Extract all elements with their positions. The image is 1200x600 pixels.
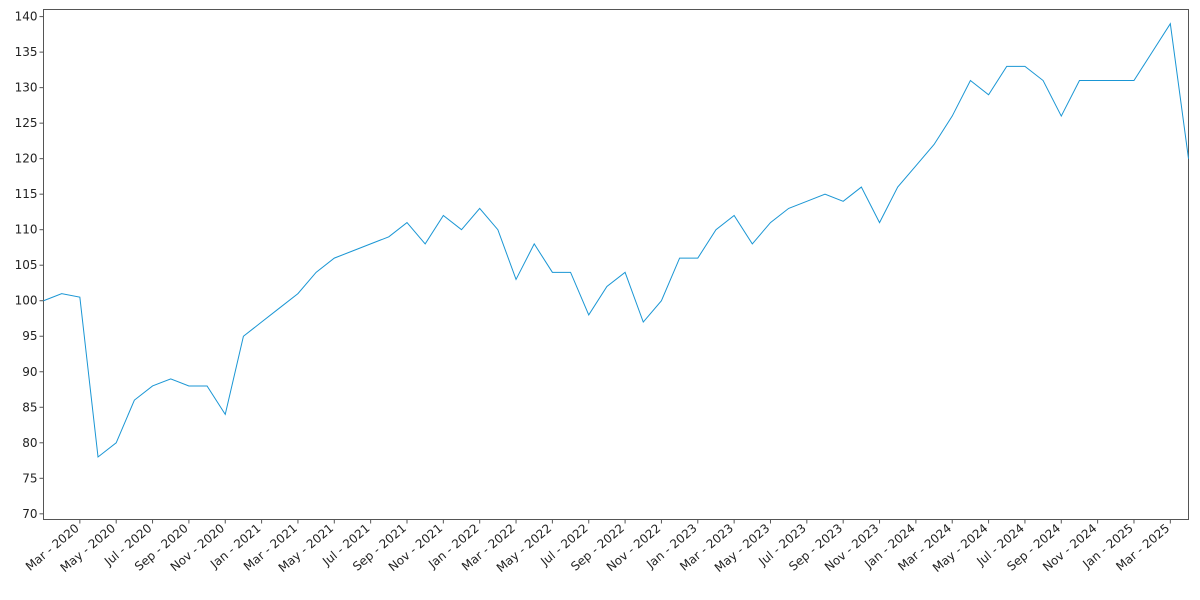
y-tick-label: 95 xyxy=(22,329,37,343)
plot-frame xyxy=(43,9,1189,520)
y-tick-label: 75 xyxy=(22,471,37,485)
y-tick-label: 120 xyxy=(15,152,38,166)
y-tick-label: 125 xyxy=(15,116,38,130)
y-tick-label: 85 xyxy=(22,400,37,414)
y-tick-label: 105 xyxy=(15,258,38,272)
y-tick-label: 115 xyxy=(15,187,38,201)
y-tick-label: 110 xyxy=(15,223,38,237)
line-series xyxy=(43,22,1189,458)
y-tick-label: 140 xyxy=(15,10,38,24)
y-tick-label: 80 xyxy=(22,436,37,450)
y-tick-label: 100 xyxy=(15,294,38,308)
y-tick-label: 90 xyxy=(22,365,37,379)
y-tick-label: 135 xyxy=(15,45,38,59)
y-tick-label: 70 xyxy=(22,507,37,521)
y-tick-label: 130 xyxy=(15,81,38,95)
